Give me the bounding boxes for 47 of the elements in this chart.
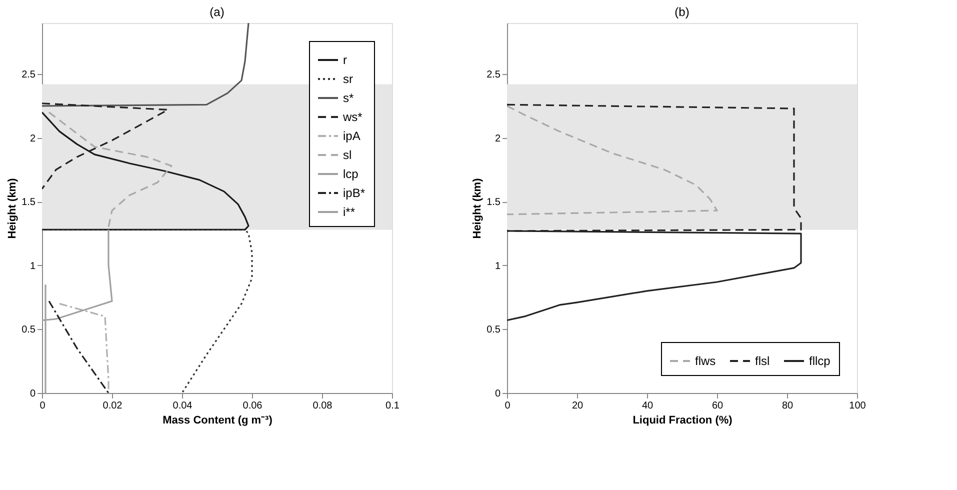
legend-label: ipB* <box>343 186 366 200</box>
legend-label: lcp <box>343 167 359 181</box>
y-tick-label: 2 <box>30 133 36 144</box>
y-tick-label: 2 <box>494 133 501 144</box>
y-axis-title: Height (km) <box>472 178 484 239</box>
line-series <box>42 23 250 107</box>
x-tick-label: 20 <box>572 400 584 412</box>
legend-label: flsl <box>755 354 770 368</box>
y-tick-label: 1 <box>494 260 501 272</box>
line-series <box>42 228 253 393</box>
legend-label: fllcp <box>809 354 831 368</box>
chart-title: (b) <box>674 5 690 19</box>
x-tick-label: 0.02 <box>102 400 123 412</box>
x-tick-label: 0.04 <box>172 400 193 412</box>
y-tick-label: 2.5 <box>486 70 501 81</box>
x-tick-label: 0.08 <box>312 400 333 412</box>
x-tick-label: 0 <box>504 400 511 412</box>
legend-label: ws* <box>342 110 363 124</box>
x-tick-label: 60 <box>712 400 724 412</box>
y-tick-label: 0.5 <box>22 324 36 336</box>
x-tick-label: 0.06 <box>242 400 263 412</box>
legend-label: s* <box>343 91 354 105</box>
legend-label: r <box>343 53 347 67</box>
legend-label: sr <box>343 72 353 86</box>
line-series <box>58 302 110 393</box>
chart-title: (a) <box>210 5 224 19</box>
x-tick-label: 100 <box>849 400 866 412</box>
x-tick-label: 80 <box>782 400 794 412</box>
legend-label: i** <box>343 205 356 219</box>
y-tick-label: 0 <box>30 388 36 400</box>
legend-label: ipA <box>343 129 360 143</box>
line-series <box>507 105 718 216</box>
x-tick-label: 0 <box>40 400 46 412</box>
y-tick-label: 1 <box>30 260 36 272</box>
y-tick-label: 0 <box>494 388 501 400</box>
x-axis-title: Liquid Fraction (%) <box>632 414 733 426</box>
y-axis-title: Height (km) <box>6 178 19 239</box>
y-tick-label: 1.5 <box>22 197 36 208</box>
legend-label: flws <box>695 354 716 368</box>
line-series <box>48 112 172 228</box>
y-tick-label: 1.5 <box>486 197 501 208</box>
y-tick-label: 0.5 <box>486 324 501 336</box>
legend-label: sl <box>343 148 352 162</box>
x-tick-label: 0.1 <box>386 400 400 412</box>
x-axis-title: Mass Content (g m⁻³) <box>162 414 273 426</box>
y-tick-label: 2.5 <box>22 70 36 81</box>
x-tick-label: 40 <box>642 400 654 412</box>
